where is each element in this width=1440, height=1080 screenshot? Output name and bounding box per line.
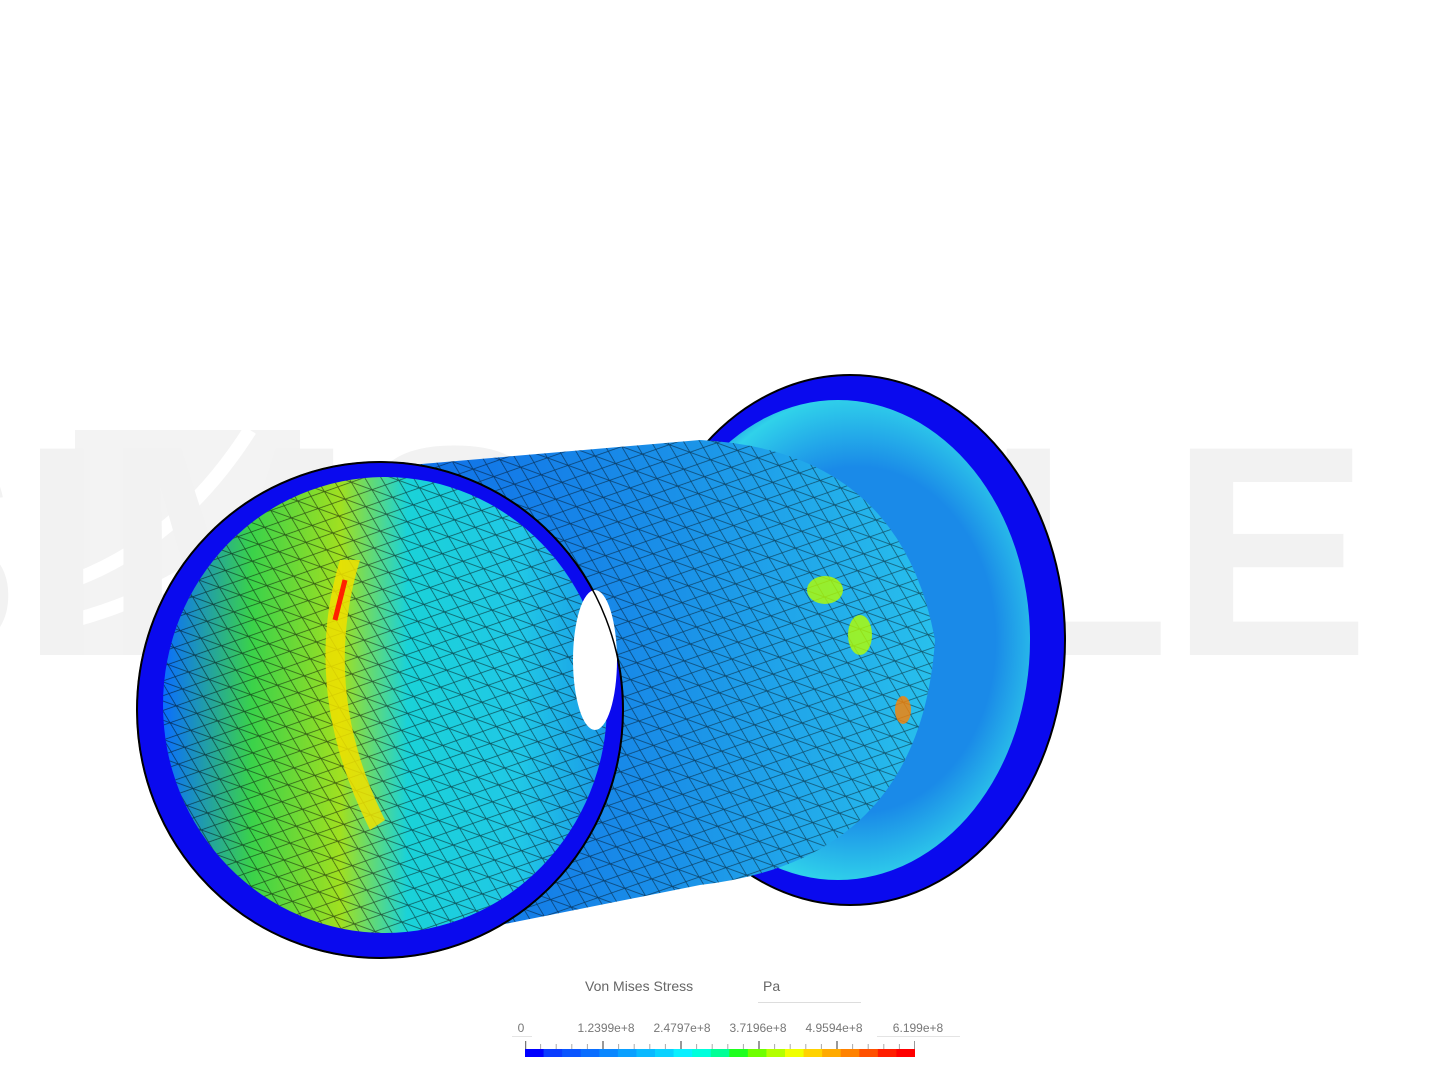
- color-bar-segment: [636, 1049, 656, 1057]
- color-bar-segment: [543, 1049, 563, 1057]
- color-bar-segment: [747, 1049, 767, 1057]
- legend-tick-label: 2.4797e+8: [653, 1021, 711, 1035]
- color-bar-segment: [525, 1049, 545, 1057]
- stress-band: [325, 560, 385, 830]
- legend-unit-selector[interactable]: Pa: [763, 978, 781, 994]
- color-bar-segment: [562, 1049, 582, 1057]
- hotspot: [848, 615, 872, 655]
- legend-tick-label: 4.9594e+8: [805, 1021, 863, 1035]
- color-bar-segment: [580, 1049, 600, 1057]
- color-bar-segment: [599, 1049, 619, 1057]
- color-bar-segment: [896, 1049, 915, 1057]
- legend-tick-label: 6.199e+8: [892, 1021, 944, 1035]
- color-bar-segment: [840, 1049, 860, 1057]
- color-bar-segment: [692, 1049, 712, 1057]
- legend-tick-label: 1.2399e+8: [577, 1021, 635, 1035]
- label-underline: [877, 1036, 960, 1037]
- unit-underline: [758, 1002, 861, 1003]
- legend-tick-label: 0: [517, 1021, 525, 1035]
- color-bar-segment: [859, 1049, 879, 1057]
- color-bar-segment: [655, 1049, 675, 1057]
- color-bar-segment: [617, 1049, 637, 1057]
- hotspot: [807, 576, 843, 604]
- color-bar-segment: [673, 1049, 693, 1057]
- color-bar-segment: [877, 1049, 897, 1057]
- through-hole: [573, 590, 617, 730]
- color-bar-segment: [710, 1049, 730, 1057]
- color-bar-segment: [729, 1049, 749, 1057]
- color-bar-segment: [803, 1049, 823, 1057]
- color-bar-segment: [822, 1049, 842, 1057]
- color-bar: [525, 1041, 915, 1057]
- legend-tick-label: 3.7196e+8: [729, 1021, 787, 1035]
- pipe-model[interactable]: [136, 374, 1066, 959]
- hotspot: [895, 696, 911, 724]
- label-underline: [512, 1036, 532, 1037]
- color-bar-segment: [766, 1049, 786, 1057]
- legend-title: Von Mises Stress: [585, 978, 694, 994]
- color-bar-segment: [785, 1049, 805, 1057]
